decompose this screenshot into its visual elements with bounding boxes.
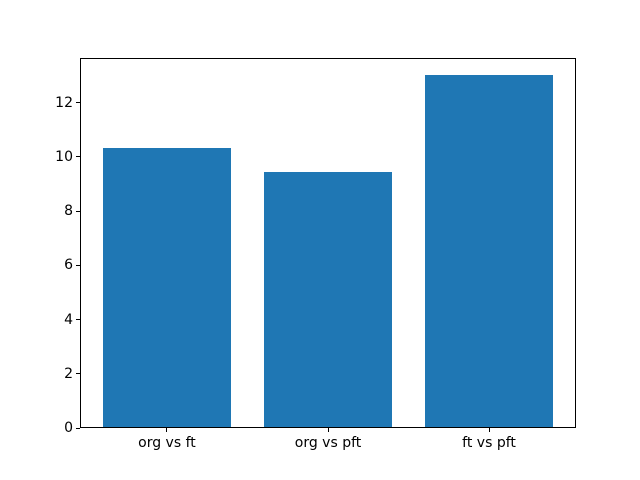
y-tick-label: 6	[64, 257, 73, 274]
y-tick-label: 12	[55, 94, 73, 111]
y-axis-tick	[76, 210, 80, 212]
plot-area	[80, 58, 576, 428]
bar-org-vs-ft	[102, 147, 232, 427]
y-axis-tick	[76, 319, 80, 321]
y-tick-label: 0	[64, 420, 73, 436]
bar-org-vs-pft	[263, 172, 393, 427]
y-tick-label: 10	[55, 148, 73, 165]
x-axis-tick	[488, 428, 490, 432]
y-axis-tick	[76, 427, 80, 429]
x-tick-label-ft-vs-pft: ft vs pft	[462, 435, 516, 451]
x-axis-tick	[327, 428, 329, 432]
x-tick-label-org-vs-ft: org vs ft	[138, 435, 196, 451]
y-axis-tick	[76, 156, 80, 158]
y-tick-label: 4	[64, 311, 73, 328]
y-axis-tick	[76, 102, 80, 104]
y-tick-label: 8	[64, 203, 73, 220]
x-tick-label-org-vs-pft: org vs pft	[294, 435, 362, 451]
y-axis-tick	[76, 373, 80, 375]
bar-ft-vs-pft	[424, 74, 554, 427]
y-axis-tick	[76, 264, 80, 266]
x-axis-tick	[166, 428, 168, 432]
y-tick-label: 2	[64, 365, 73, 382]
